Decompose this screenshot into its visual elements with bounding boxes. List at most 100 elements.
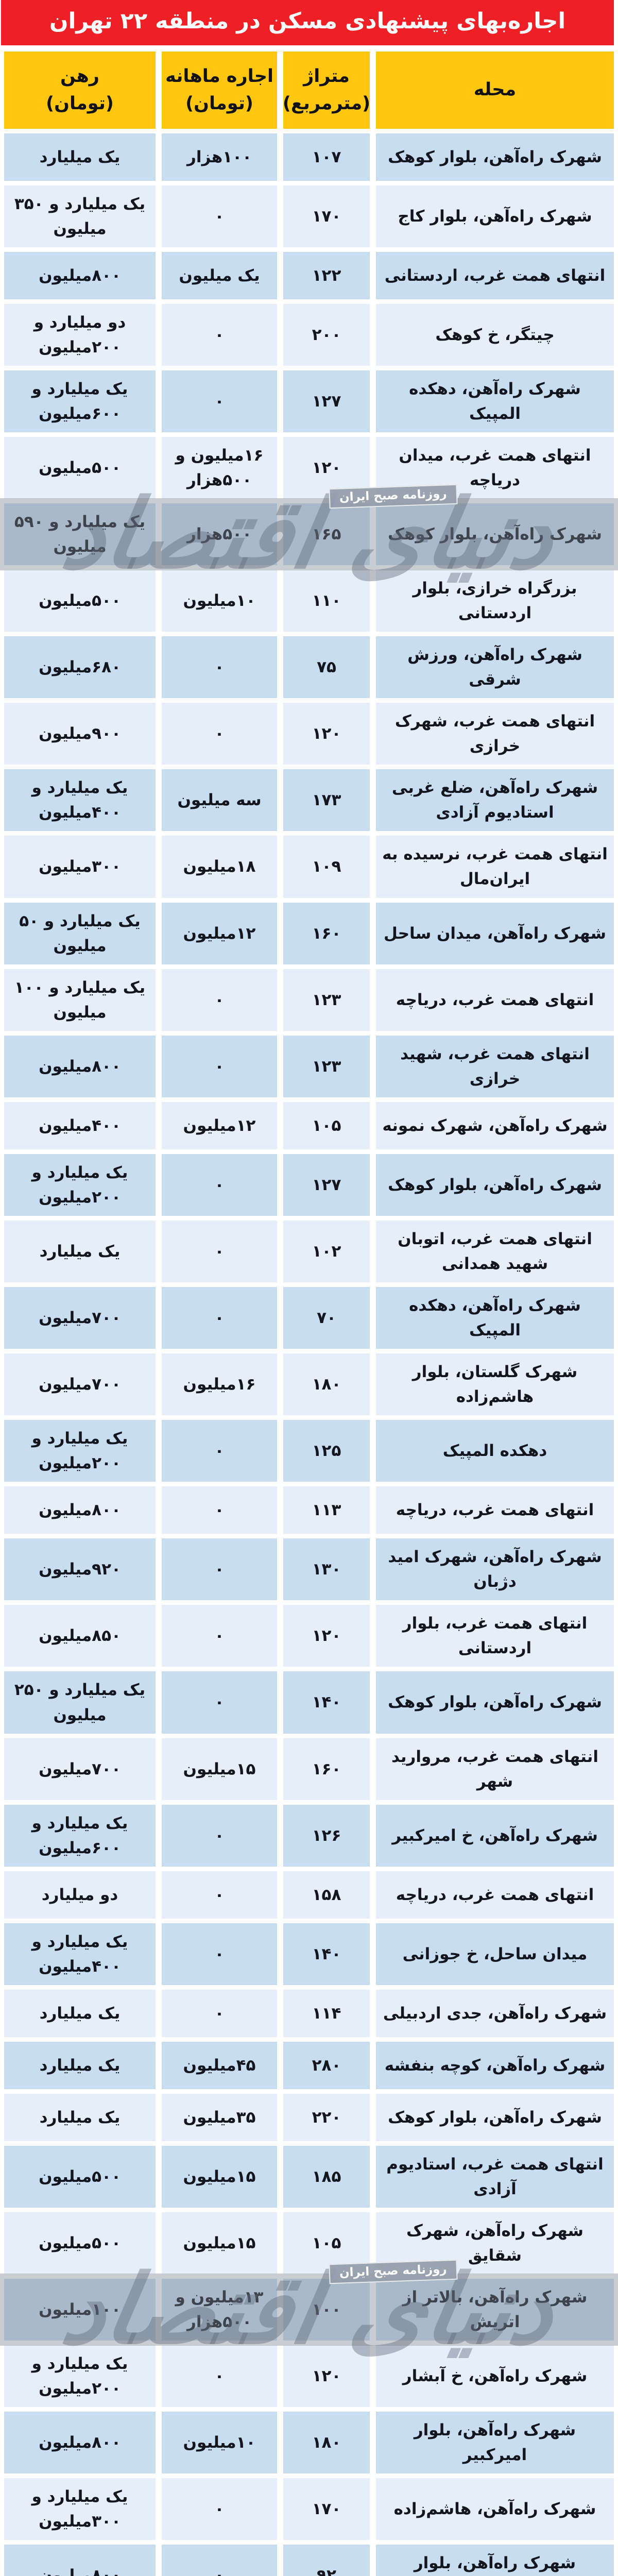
cell-area: ۱۳۰ [283,1538,370,1601]
table-row: شهرک راه‌آهن، دهکده المپیک ۱۲۷ ۰ یک میلیارد… [1,370,614,432]
cell-deposit: ۵۰۰میلیون [4,2212,156,2275]
table-row: انتهای همت غرب، نرسیده به ایران‌مال ۱۰۹ ۱۸… [1,836,614,898]
cell-rent: ۳۵میلیون [162,2093,277,2141]
cell-area: ۲۲۰ [283,2093,370,2141]
cell-deposit: یک میلیارد [4,1220,156,1282]
header-rent: اجاره ماهانه (تومان) [162,51,277,129]
cell-rent: یک میلیون [162,251,277,299]
cell-neighborhood: انتهای همت غرب، نرسیده به ایران‌مال [376,836,614,898]
cell-rent: ۱۲میلیون [162,902,277,964]
table-row: شهرک راه‌آهن، بلوار کوهک ۱۰۷ ۱۰۰هزار یک میل… [1,133,614,181]
table-row: شهرک راه‌آهن، جدی اردبیلی ۱۱۴ ۰ یک میلیارد [1,1989,614,2037]
table-row: انتهای همت غرب، شهرک خرازی ۱۲۰ ۰ ۹۰۰میلیون [1,703,614,765]
cell-deposit: یک میلیارد و ۲۵۰ میلیون [4,1671,156,1734]
cell-deposit: ۹۰۰میلیون [4,703,156,765]
cell-area: ۱۲۷ [283,1154,370,1216]
table-row: شهرک راه‌آهن، کوچه بنفشه ۲۸۰ ۴۵میلیون یک می… [1,2041,614,2089]
cell-neighborhood: دهکده المپیک [376,1420,614,1482]
cell-rent: ۰ [162,1287,277,1349]
cell-neighborhood: انتهای همت غرب، اتوبان شهید همدانی [376,1220,614,1282]
cell-rent: ۰ [162,703,277,765]
cell-rent: ۰ [162,1605,277,1667]
cell-rent: ۰ [162,1871,277,1919]
cell-area: ۱۰۵ [283,2212,370,2275]
cell-area: ۱۵۸ [283,1871,370,1919]
table-row: شهرک راه‌آهن، بلوار کوهک ۱۲۷ ۰ یک میلیارد و… [1,1154,614,1216]
cell-deposit: ۸۰۰میلیون [4,2545,156,2576]
table-row: انتهای همت غرب، دریاچه ۱۵۸ ۰ دو میلیارد [1,1871,614,1919]
cell-area: ۷۰ [283,1287,370,1349]
cell-rent: ۰ [162,1671,277,1734]
cell-rent: ۰ [162,303,277,366]
table-row: شهرک راه‌آهن، بلوار امیرکبیر۹۲۰۸۰۰میلیون [1,2545,614,2576]
cell-deposit: ۷۰۰میلیون [4,1287,156,1349]
cell-deposit: یک میلیارد و ۵۹۰ میلیون [4,503,156,566]
cell-deposit: دو میلیارد و ۲۰۰میلیون [4,303,156,366]
cell-neighborhood: انتهای همت غرب، استادیوم آزادی [376,2145,614,2208]
cell-neighborhood: بزرگراه خرازی، بلوار اردستانی [376,570,614,632]
cell-neighborhood: شهرک راه‌آهن، بلوار کوهک [376,503,614,566]
cell-rent: ۰ [162,1486,277,1534]
cell-neighborhood: انتهای همت غرب، شهرک خرازی [376,703,614,765]
table-row: شهرک راه‌آهن، ورزش شرقی ۷۵ ۰ ۶۸۰میلیون [1,636,614,699]
cell-rent: ۱۸میلیون [162,836,277,898]
table-row: شهرک راه‌آهن، بلوار کوهک ۱۴۰ ۰ یک میلیارد و… [1,1671,614,1734]
cell-neighborhood: شهرک راه‌آهن، شهرک شقایق [376,2212,614,2275]
cell-deposit: یک میلیارد [4,2041,156,2089]
table-row: انتهای همت غرب، شهید خرازی ۱۲۳ ۰ ۸۰۰میلیون [1,1035,614,1097]
cell-neighborhood: انتهای همت غرب، بلوار اردستانی [376,1605,614,1667]
table-row: شهرک راه‌آهن، بالاتر از اتریش ۱۰۰ ۱۳میلیون… [0,2254,618,2365]
cell-area: ۱۲۶ [283,1804,370,1867]
cell-deposit: ۶۸۰میلیون [4,636,156,699]
cell-area: ۱۱۳ [283,1486,370,1534]
header-neighborhood-label: محله [473,79,517,100]
cell-neighborhood: شهرک راه‌آهن، بلوار امیرکبیر [376,2545,614,2576]
cell-neighborhood: شهرک راه‌آهن، بلوار امیرکبیر [376,2412,614,2474]
cell-area: ۱۱۰ [283,570,370,632]
cell-neighborhood: شهرک راه‌آهن، کوچه بنفشه [376,2041,614,2089]
cell-area: ۱۰۰ [283,2279,370,2341]
cell-deposit: ۹۲۰میلیون [4,1538,156,1601]
cell-neighborhood: شهرک راه‌آهن، بلوار کوهک [376,133,614,181]
cell-deposit: ۸۰۰میلیون [4,2412,156,2474]
header-deposit: رهن (تومان) [4,51,156,129]
cell-deposit: ۷۰۰میلیون [4,1353,156,1416]
cell-rent: ۰ [162,969,277,1031]
table-row: شهرک راه‌آهن، خ امیرکبیر ۱۲۶ ۰ یک میلیارد و… [1,1804,614,1867]
cell-rent: ۱۰میلیون [162,2412,277,2474]
cell-rent: ۰ [162,2478,277,2540]
table-row: انتهای همت غرب، میدان دریاچه ۱۲۰ ۱۶میلیون … [1,436,614,499]
table-row: شهرک راه‌آهن، هاشم‌زاده ۱۷۰ ۰ یک میلیارد و … [1,2478,614,2540]
table-row: دهکده المپیک ۱۲۵ ۰ یک میلیارد و ۲۰۰میلیون [1,1420,614,1482]
table-row: انتهای همت غرب، دریاچه ۱۲۳ ۰ یک میلیارد و ۱… [1,969,614,1031]
cell-area: ۱۲۰ [283,1605,370,1667]
cell-area: ۱۶۰ [283,902,370,964]
table-row: شهرک راه‌آهن، بلوار کوهک ۲۲۰ ۳۵میلیون یک می… [1,2093,614,2141]
cell-area: ۱۸۵ [283,2145,370,2208]
cell-neighborhood: میدان ساحل، خ جوزانی [376,1923,614,1985]
cell-rent: ۰ [162,2345,277,2408]
cell-area: ۱۲۷ [283,370,370,432]
cell-neighborhood: انتهای همت غرب، دریاچه [376,1486,614,1534]
table-row: انتهای همت غرب، مروارید شهر ۱۶۰ ۱۵میلیون ۷۰… [1,1738,614,1800]
table-row: بزرگراه خرازی، بلوار اردستانی ۱۱۰ ۱۰میلیون… [1,570,614,632]
cell-rent: ۰ [162,1154,277,1216]
cell-area: ۱۷۰ [283,2478,370,2540]
cell-deposit: یک میلیارد و ۵۰ میلیون [4,902,156,964]
cell-neighborhood: شهرک راه‌آهن، دهکده المپیک [376,1287,614,1349]
cell-deposit: ۸۰۰میلیون [4,251,156,299]
header-area: متراژ (مترمربع) [283,51,370,129]
cell-rent: سه میلیون [162,769,277,832]
header-rent-unit: (تومان) [185,93,253,114]
cell-rent: ۱۵میلیون [162,1738,277,1800]
table-row: شهرک راه‌آهن، بلوار امیرکبیر ۱۸۰ ۱۰میلیون ۸… [1,2412,614,2474]
cell-deposit: ۴۰۰میلیون [4,1101,156,1149]
table-row: شهرک راه‌آهن، شهرک شقایق ۱۰۵ ۱۵میلیون ۵۰۰می… [1,2212,614,2275]
cell-rent: ۱۲میلیون [162,1101,277,1149]
cell-neighborhood: شهرک راه‌آهن، جدی اردبیلی [376,1989,614,2037]
header-area-label: متراژ [303,66,350,87]
cell-area: ۹۲ [283,2545,370,2576]
cell-neighborhood: انتهای همت غرب، دریاچه [376,1871,614,1919]
cell-neighborhood: چیتگر، خ کوهک [376,303,614,366]
table-row: انتهای همت غرب، اتوبان شهید همدانی ۱۰۲ ۰ یک… [1,1220,614,1282]
